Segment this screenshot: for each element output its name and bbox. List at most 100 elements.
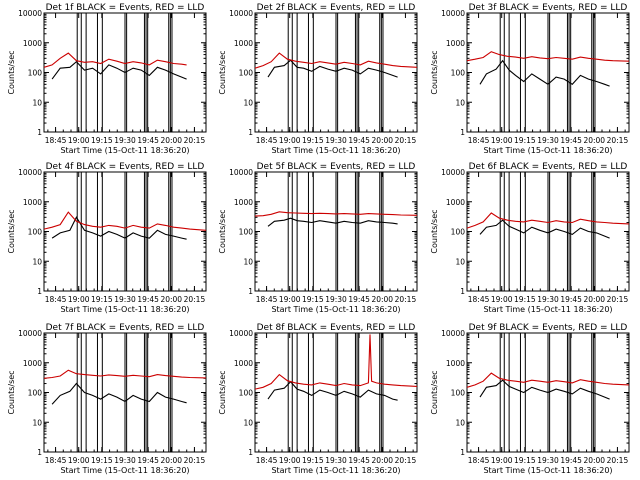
x-tick-label: 20:15 (395, 136, 417, 145)
x-tick-label: 19:30 (537, 295, 559, 304)
y-tick-label: 1 (460, 128, 465, 137)
x-tick-label: 19:15 (91, 136, 113, 145)
lld-series-line (43, 52, 187, 68)
lld-series-line (43, 211, 207, 231)
events-series-line (479, 219, 610, 239)
y-tick-label: 100 (239, 228, 254, 237)
x-tick-label: 19:15 (91, 456, 113, 465)
x-tick-label: 19:30 (325, 295, 347, 304)
x-tick-label: 19:45 (137, 295, 159, 304)
y-tick-label: 100 (28, 228, 43, 237)
y-axis-label: Counts/sec (7, 370, 16, 414)
x-tick-label: 20:15 (184, 136, 206, 145)
x-tick-label: 19:30 (537, 136, 559, 145)
x-tick-label: 18:45 (45, 136, 67, 145)
x-tick-label: 19:45 (560, 295, 582, 304)
panel-title: Det 8f BLACK = Events, RED = LLD (257, 323, 416, 333)
panel-3: Det 3f BLACK = Events, RED = LLD 1 10 100 10… (430, 3, 630, 155)
y-tick-label: 1000 (446, 198, 465, 207)
y-axis-label: Counts/sec (430, 370, 439, 414)
lld-series-line (466, 212, 630, 229)
y-tick-label: 10000 (18, 329, 42, 338)
x-axis-label: Start Time (15-Oct-11 18:36:20) (483, 146, 612, 155)
events-series-line (51, 382, 187, 405)
lld-series-line (254, 334, 418, 390)
x-axis-label: Start Time (15-Oct-11 18:36:20) (271, 305, 400, 314)
panel-6: Det 6f BLACK = Events, RED = LLD 1 10 100 10… (430, 162, 630, 314)
x-tick-label: 19:15 (302, 456, 324, 465)
x-tick-label: 20:00 (160, 295, 182, 304)
y-axis-label: Counts/sec (218, 370, 227, 414)
panel-title: Det 5f BLACK = Events, RED = LLD (257, 162, 416, 172)
x-tick-label: 19:00 (279, 136, 301, 145)
events-series-line (267, 217, 398, 227)
panel-7: Det 7f BLACK = Events, RED = LLD 1 10 100 10… (7, 323, 207, 475)
x-tick-label: 20:00 (583, 136, 605, 145)
x-tick-label: 19:30 (325, 136, 347, 145)
x-axis-label: Start Time (15-Oct-11 18:36:20) (60, 305, 189, 314)
y-tick-label: 1000 (446, 39, 465, 48)
lld-series-line (466, 51, 630, 62)
y-tick-label: 100 (451, 228, 466, 237)
y-tick-label: 100 (451, 389, 466, 398)
y-axis-label: Counts/sec (430, 50, 439, 94)
x-tick-label: 20:00 (371, 295, 393, 304)
x-tick-label: 19:00 (491, 295, 513, 304)
events-series-line (51, 216, 187, 240)
x-tick-label: 18:45 (45, 456, 67, 465)
y-tick-label: 10 (32, 418, 42, 427)
y-tick-label: 10000 (18, 168, 42, 177)
y-tick-label: 10000 (18, 9, 42, 18)
x-tick-label: 19:00 (68, 136, 90, 145)
panel-2: Det 2f BLACK = Events, RED = LLD 1 10 100 10… (218, 3, 418, 155)
y-tick-label: 1000 (23, 198, 42, 207)
x-axis-label: Start Time (15-Oct-11 18:36:20) (60, 146, 189, 155)
x-tick-label: 19:15 (91, 295, 113, 304)
y-axis-label: Counts/sec (218, 209, 227, 253)
x-tick-label: 18:45 (45, 295, 67, 304)
x-tick-label: 20:00 (160, 456, 182, 465)
y-tick-label: 1 (37, 448, 42, 457)
events-series-line (479, 379, 610, 400)
y-tick-label: 10 (455, 257, 465, 266)
y-tick-label: 100 (28, 69, 43, 78)
y-tick-label: 10 (32, 98, 42, 107)
x-tick-label: 19:45 (348, 136, 370, 145)
x-tick-label: 19:45 (137, 456, 159, 465)
x-tick-label: 19:00 (491, 136, 513, 145)
y-tick-label: 10 (455, 418, 465, 427)
x-tick-label: 19:15 (514, 136, 536, 145)
x-tick-label: 19:15 (302, 295, 324, 304)
y-tick-label: 1 (248, 128, 253, 137)
x-tick-label: 19:00 (68, 295, 90, 304)
x-tick-label: 19:15 (514, 456, 536, 465)
y-tick-label: 1 (460, 287, 465, 296)
y-tick-label: 1 (460, 448, 465, 457)
y-tick-label: 10000 (441, 329, 465, 338)
lld-series-line (254, 52, 418, 69)
panel-1: Det 1f BLACK = Events, RED = LLD 1 10 100 10… (7, 3, 207, 155)
x-tick-label: 19:45 (560, 136, 582, 145)
y-tick-label: 1 (37, 287, 42, 296)
x-axis-label: Start Time (15-Oct-11 18:36:20) (60, 466, 189, 475)
x-tick-label: 19:15 (302, 136, 324, 145)
lld-series-line (43, 369, 207, 379)
x-tick-label: 18:45 (256, 295, 278, 304)
panel-title: Det 4f BLACK = Events, RED = LLD (46, 162, 205, 172)
x-tick-label: 20:15 (607, 136, 629, 145)
x-tick-label: 20:15 (607, 295, 629, 304)
events-series-line (267, 59, 398, 78)
panel-9: Det 9f BLACK = Events, RED = LLD 1 10 100 10… (430, 323, 630, 475)
events-series-line (479, 59, 610, 87)
y-tick-label: 10 (455, 98, 465, 107)
y-tick-label: 10 (243, 98, 253, 107)
events-series-line (51, 60, 187, 80)
x-tick-label: 19:00 (491, 456, 513, 465)
y-tick-label: 10000 (441, 168, 465, 177)
panel-title: Det 9f BLACK = Events, RED = LLD (469, 323, 628, 333)
x-tick-label: 19:30 (114, 456, 136, 465)
y-axis-label: Counts/sec (7, 50, 16, 94)
x-tick-label: 19:30 (114, 295, 136, 304)
panel-title: Det 6f BLACK = Events, RED = LLD (469, 162, 628, 172)
